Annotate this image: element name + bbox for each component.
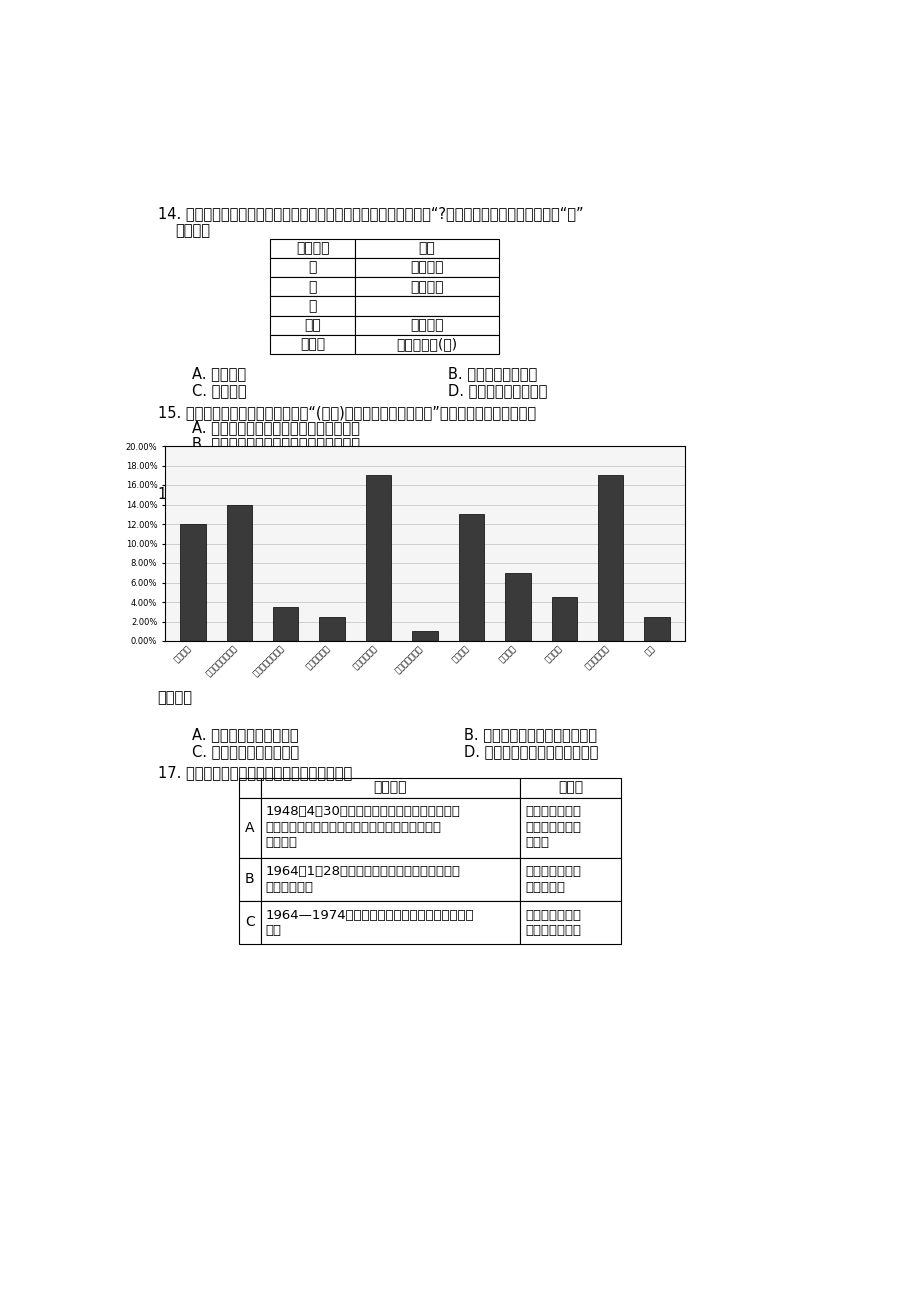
Text: C. 长征路上: C. 长征路上 (192, 383, 247, 398)
Bar (520, 901, 620, 944)
Text: A. 画家李自健的巨幅油画《南京大屠杀》: A. 画家李自健的巨幅油画《南京大屠杀》 (192, 421, 360, 435)
Bar (269, 277, 355, 297)
Text: 坚持在重庆(上): 坚持在重庆(上) (396, 337, 457, 352)
Bar (239, 777, 260, 798)
Text: 中国打破了长期: 中国打破了长期 (525, 866, 580, 879)
Bar (319, 617, 345, 641)
Bar (355, 277, 498, 297)
Text: 的内容是: 的内容是 (176, 223, 210, 238)
Bar (355, 315, 498, 335)
Text: 三: 三 (308, 260, 316, 275)
Text: 八: 八 (308, 280, 316, 294)
Bar (269, 315, 355, 335)
Text: 动节的口号，得到了民主党派、无党派民主人士的: 动节的口号，得到了民主党派、无党派民主人士的 (265, 820, 441, 833)
Text: B. 日本报纸关于日军南京杀人竞赛的报道: B. 日本报纸关于日军南京杀人竞赛的报道 (192, 436, 360, 450)
Text: D. 增强了反抗国民党政府的力量: D. 增强了反抗国民党政府的力量 (463, 743, 597, 759)
Bar (520, 777, 620, 798)
Bar (273, 607, 298, 641)
Text: 史　　实: 史 实 (373, 781, 407, 794)
Bar (260, 798, 520, 858)
Text: 17. 下表中，史实与结论之间邀辑关系合理的是: 17. 下表中，史实与结论之间邀辑关系合理的是 (157, 766, 351, 780)
Text: 的外交僵局: 的外交僵局 (525, 881, 564, 893)
Bar (355, 238, 498, 258)
Text: 1964—1974年十年间，我国未召开全国人民代表: 1964—1974年十年间，我国未召开全国人民代表 (265, 909, 473, 922)
Text: 二十六: 二十六 (300, 337, 324, 352)
Text: B. 从统一广东到北伐: B. 从统一广东到北伐 (448, 366, 537, 381)
Bar (239, 858, 260, 901)
Text: C. 中国拍摄抗战题材的电影《南京南京》: C. 中国拍摄抗战题材的电影《南京南京》 (192, 452, 360, 466)
Text: B. 标志着抗日民族统一战线建立: B. 标志着抗日民族统一战线建立 (463, 727, 596, 742)
Bar (226, 504, 252, 641)
Text: 16. 下图为1943年阜平县城南庄晋察冀边区第一届参议会与会代表比例示意图。当时参会代表的这种: 16. 下图为1943年阜平县城南庄晋察冀边区第一届参议会与会代表比例示意图。当… (157, 486, 572, 501)
Text: 1964年1月28日，法国《世界报》刺登了中法两: 1964年1月28日，法国《世界报》刺登了中法两 (265, 866, 460, 879)
Text: 国多党联合执政: 国多党联合执政 (525, 820, 580, 833)
Text: 的序幕: 的序幕 (525, 836, 549, 849)
Text: 热烈响应: 热烈响应 (265, 836, 297, 849)
Bar (260, 858, 520, 901)
Text: D. 抗战胜利和双十公告: D. 抗战胜利和双十公告 (448, 383, 547, 398)
Bar (269, 297, 355, 315)
Text: 15. 为驳斥日本《产经新闻》上关于“(南京)大屠杀是蒗介石的虚构”的观点，最有力的证据是: 15. 为驳斥日本《产经新闻》上关于“(南京)大屠杀是蒗介石的虚构”的观点，最有… (157, 405, 535, 421)
Text: C: C (244, 915, 255, 930)
Bar (597, 475, 623, 641)
Text: 内容: 内容 (418, 241, 435, 255)
Text: C. 有利于民族战争的开展: C. 有利于民族战争的开展 (192, 743, 300, 759)
Bar (355, 258, 498, 277)
Text: 治遇到彻底破坏: 治遇到彻底破坏 (525, 924, 580, 937)
Text: A. 推动了国民革命的进行: A. 推动了国民革命的进行 (192, 727, 299, 742)
Bar (355, 297, 498, 315)
Bar (550, 598, 576, 641)
Bar (269, 335, 355, 354)
Text: 目录序号: 目录序号 (296, 241, 329, 255)
Text: 南开学校: 南开学校 (410, 260, 443, 275)
Text: 南昌起义: 南昌起义 (410, 318, 443, 332)
Bar (412, 631, 437, 641)
Text: A: A (244, 820, 255, 835)
Text: 黄埔军校: 黄埔军校 (410, 280, 443, 294)
Text: 九: 九 (308, 299, 316, 312)
Text: D. 中国设立南京大屠杀死难者国家公祭日: D. 中国设立南京大屠杀死难者国家公祭日 (192, 466, 361, 482)
Text: 比例结构: 比例结构 (157, 690, 192, 704)
Text: 国建交的公报: 国建交的公报 (265, 881, 313, 893)
Text: 揭开了筹建新中: 揭开了筹建新中 (525, 806, 580, 819)
Bar (459, 514, 483, 641)
Bar (180, 523, 206, 641)
Text: 社会主义民主政: 社会主义民主政 (525, 909, 580, 922)
Text: 1948年4月30日，中共中央发布纪念五一国际劳: 1948年4月30日，中共中央发布纪念五一国际劳 (265, 806, 460, 819)
Bar (260, 777, 520, 798)
Text: 大会: 大会 (265, 924, 281, 937)
Bar (239, 901, 260, 944)
Text: 十二: 十二 (304, 318, 321, 332)
Bar (366, 475, 391, 641)
Text: B: B (244, 872, 255, 887)
Bar (355, 335, 498, 354)
Bar (260, 901, 520, 944)
Text: 14. 下表列出了中共中央文献研究室编写《周恩来传》的部分目录，“?根据所学知识判断，其中序号“九”: 14. 下表列出了中共中央文献研究室编写《周恩来传》的部分目录，“?根据所学知识… (157, 206, 583, 221)
Bar (505, 573, 530, 641)
Bar (643, 617, 669, 641)
Bar (269, 238, 355, 258)
Bar (239, 798, 260, 858)
Bar (520, 798, 620, 858)
Bar (520, 858, 620, 901)
Bar (269, 258, 355, 277)
Text: A. 五四义暴: A. 五四义暴 (192, 366, 246, 381)
Text: 结　论: 结 论 (558, 781, 583, 794)
